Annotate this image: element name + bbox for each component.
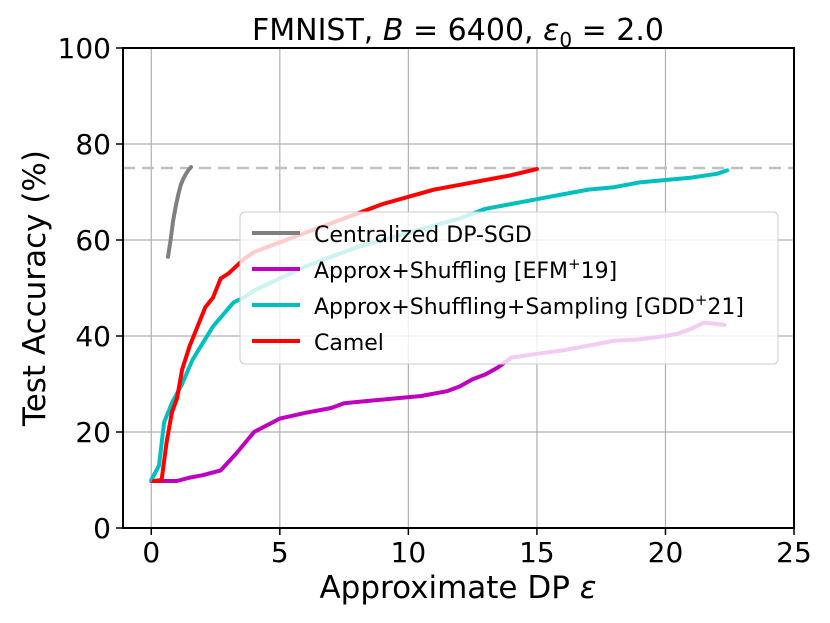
legend-label-shuffling-main: Approx+Shuffling [EFM — [314, 259, 568, 284]
x-tick-label: 10 — [391, 536, 427, 569]
x-axis-label-symbol: ε — [580, 570, 597, 606]
title-b-value: = 6400, — [403, 13, 543, 48]
x-tick-label: 5 — [271, 536, 289, 569]
x-tick-label: 0 — [142, 536, 160, 569]
y-tick-label: 40 — [75, 320, 111, 353]
y-tick-label: 20 — [75, 416, 111, 449]
x-tick-label: 25 — [776, 536, 812, 569]
legend-label-sampling-end: 21] — [707, 295, 744, 320]
legend-label-sampling: Approx+Shuffling+Sampling [GDD+21] — [314, 291, 744, 320]
legend: Centralized DP-SGD Approx+Shuffling [EFM… — [239, 211, 779, 365]
series-line-centralized — [166, 165, 194, 259]
legend-label-shuffling-end: 19] — [581, 259, 618, 284]
x-tick-label: 20 — [648, 536, 684, 569]
plot-frame — [122, 47, 795, 529]
x-axis-label: Approximate DP ε — [319, 570, 596, 606]
legend-label-shuffling: Approx+Shuffling [EFM+19] — [314, 255, 617, 284]
x-axis-label-text: Approximate DP — [319, 570, 579, 606]
y-tick-label: 100 — [58, 32, 111, 65]
chart-title: FMNIST, B = 6400, ε0 = 2.0 — [252, 13, 664, 52]
legend-box — [239, 211, 779, 365]
x-tick-label: 15 — [519, 536, 555, 569]
title-b-symbol: B — [383, 13, 404, 48]
legend-label-sampling-main: Approx+Shuffling+Sampling [GDD — [314, 295, 695, 320]
y-tick-label: 0 — [93, 512, 111, 545]
legend-label-shuffling-sup: + — [568, 255, 581, 273]
legend-label-camel: Camel — [314, 331, 384, 356]
title-eps-sub: 0 — [559, 28, 572, 52]
legend-label-centralized: Centralized DP-SGD — [314, 223, 532, 248]
tick-layer: 0 5 10 15 20 25 0 20 40 60 80 100 — [58, 32, 812, 569]
y-axis-label: Test Accuracy (%) — [17, 150, 53, 427]
title-eps-symbol: ε — [543, 13, 559, 48]
title-eps-value: = 2.0 — [572, 13, 664, 48]
y-tick-label: 60 — [75, 224, 111, 257]
title-prefix: FMNIST, — [252, 13, 383, 48]
legend-label-sampling-sup: + — [695, 291, 708, 309]
y-tick-label: 80 — [75, 128, 111, 161]
